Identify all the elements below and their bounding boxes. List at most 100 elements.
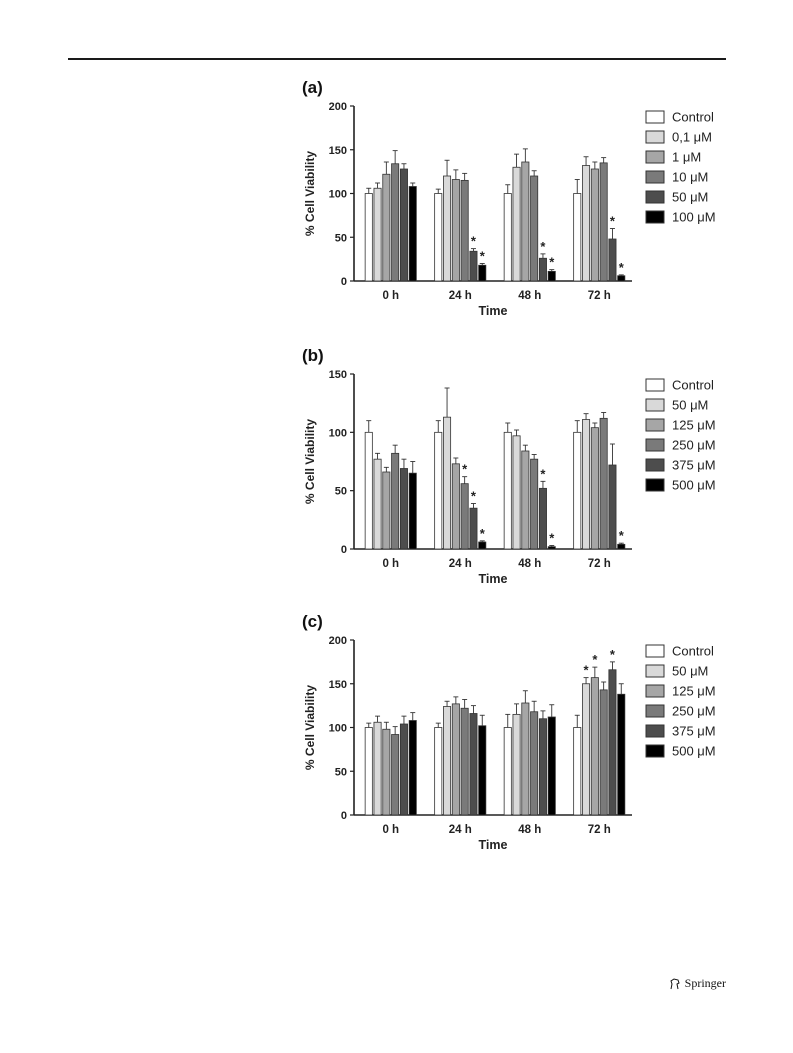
- chart-panel-b: (b) 0 50 100 150% Cell Viability 0 h * * * 24 h *…: [290, 340, 730, 605]
- legend-label: 500 μM: [672, 478, 716, 493]
- legend-swatch: [645, 190, 665, 204]
- legend-swatch: [645, 150, 665, 164]
- legend-label: 375 μM: [672, 458, 716, 473]
- bar: [538, 718, 547, 816]
- y-tick-label: 50: [335, 766, 347, 778]
- significance-marker: *: [584, 663, 590, 678]
- x-axis-label: Time: [479, 572, 508, 586]
- x-axis-label: Time: [479, 838, 508, 852]
- y-tick-label: 200: [329, 635, 347, 647]
- legend-label: Control: [672, 378, 714, 393]
- publisher-name: Springer: [684, 976, 726, 990]
- bar: [391, 452, 400, 550]
- bar: [530, 458, 539, 550]
- legend-label: 125 μM: [672, 418, 716, 433]
- bar: [434, 727, 443, 816]
- header-rule: [68, 58, 726, 60]
- bar: [443, 416, 452, 550]
- bar: [364, 727, 373, 816]
- y-tick-label: 0: [341, 276, 347, 288]
- bar: [469, 713, 478, 816]
- bar: [538, 487, 547, 550]
- legend-swatch: [645, 398, 665, 412]
- legend-label: 50 μM: [672, 190, 708, 205]
- y-tick-label: 150: [329, 369, 347, 381]
- bar: [590, 427, 599, 550]
- bar: [478, 725, 487, 816]
- x-tick-label: 48 h: [518, 290, 541, 302]
- significance-marker: *: [540, 239, 546, 254]
- bar: [460, 483, 469, 550]
- significance-marker: *: [471, 234, 477, 249]
- bar: [373, 187, 382, 282]
- y-axis-label: % Cell Viability: [303, 685, 317, 770]
- legend-swatch: [645, 744, 665, 758]
- legend-label: 125 μM: [672, 684, 716, 699]
- bar: [451, 463, 460, 550]
- x-tick-label: 24 h: [449, 824, 472, 836]
- bar: [582, 683, 591, 816]
- bar: [434, 193, 443, 282]
- bar: [399, 168, 408, 282]
- y-tick-label: 200: [329, 101, 347, 113]
- bar: [373, 458, 382, 550]
- y-tick-label: 0: [341, 544, 347, 556]
- bar: [408, 720, 417, 816]
- bar: [530, 175, 539, 282]
- bar: [547, 716, 556, 816]
- y-axis-label: % Cell Viability: [303, 151, 317, 236]
- legend-swatch: [645, 684, 665, 698]
- y-tick-label: 100: [329, 189, 347, 201]
- bar: [599, 689, 608, 816]
- x-tick-label: 72 h: [588, 558, 611, 570]
- y-tick-label: 0: [341, 810, 347, 822]
- bar: [443, 706, 452, 816]
- significance-marker: *: [471, 489, 477, 504]
- x-tick-label: 72 h: [588, 290, 611, 302]
- x-tick-label: 48 h: [518, 824, 541, 836]
- legend-swatch: [645, 478, 665, 492]
- x-tick-label: 0 h: [382, 290, 399, 302]
- bar: [617, 693, 626, 816]
- legend-swatch: [645, 724, 665, 738]
- bar: [512, 435, 521, 550]
- significance-marker: *: [592, 652, 598, 667]
- y-tick-label: 150: [329, 679, 347, 691]
- panel-label: (c): [302, 612, 323, 631]
- legend-label: 10 μM: [672, 170, 708, 185]
- bar: [573, 431, 582, 550]
- bar: [547, 546, 556, 550]
- legend-swatch: [645, 110, 665, 124]
- y-tick-label: 100: [329, 723, 347, 735]
- bar: [582, 165, 591, 282]
- bar: [503, 727, 512, 816]
- panel-label: (a): [302, 78, 323, 97]
- y-tick-label: 150: [329, 145, 347, 157]
- legend-swatch: [645, 644, 665, 658]
- bar: [521, 702, 530, 816]
- bar: [503, 193, 512, 282]
- significance-marker: *: [619, 528, 625, 543]
- x-tick-label: 0 h: [382, 558, 399, 570]
- bar: [443, 175, 452, 282]
- bar: [408, 472, 417, 550]
- bar: [478, 264, 487, 282]
- bar: [590, 677, 599, 816]
- x-tick-label: 24 h: [449, 290, 472, 302]
- bar-chart: 0 50 100 150 200 % Cell Viability 0 h 24 h 48 h *…: [303, 635, 716, 852]
- bar: [608, 238, 617, 282]
- legend-label: 250 μM: [672, 438, 716, 453]
- bar: [573, 727, 582, 816]
- bar: [599, 162, 608, 282]
- bar: [512, 166, 521, 282]
- bar: [469, 507, 478, 550]
- bar: [391, 163, 400, 282]
- bar: [364, 431, 373, 550]
- publisher-logo: Springer: [669, 976, 726, 991]
- significance-marker: *: [619, 260, 625, 275]
- significance-marker: *: [540, 466, 546, 481]
- bar: [391, 734, 400, 816]
- legend-label: 375 μM: [672, 724, 716, 739]
